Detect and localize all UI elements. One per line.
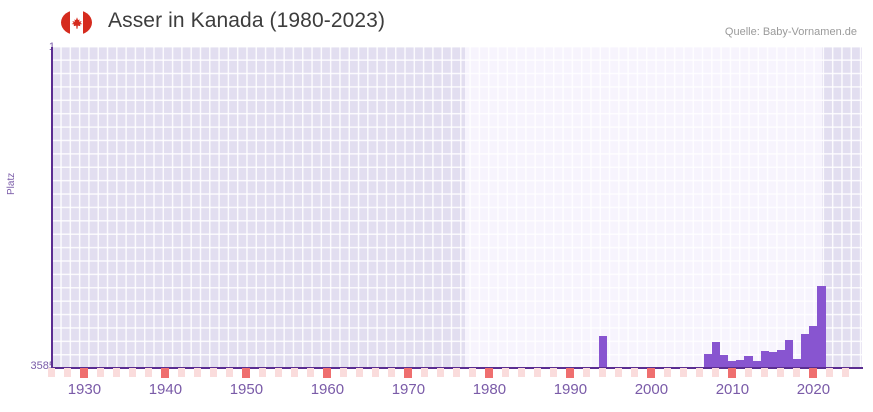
x-tick-minor-1968 [388, 368, 396, 377]
x-axis-label-2010: 2010 [715, 381, 750, 398]
x-tick-major-1980 [485, 368, 494, 378]
x-tick-minor-1996 [615, 368, 622, 377]
bar-2013[interactable] [752, 361, 761, 368]
flag-band-right [82, 10, 92, 35]
plot-area [52, 47, 862, 368]
x-tick-minor-1952 [258, 368, 266, 377]
bar-2021[interactable] [817, 286, 826, 368]
x-axis-label-2000: 2000 [634, 381, 669, 398]
bar-2015[interactable] [768, 352, 778, 368]
x-axis-label-1960: 1960 [310, 381, 345, 398]
page-title: Asser in Kanada (1980-2023) [108, 9, 386, 32]
x-axis-label-1950: 1950 [229, 381, 264, 398]
x-tick-minor-1936 [129, 368, 136, 377]
x-tick-minor-2014 [760, 368, 768, 377]
x-axis-label-1970: 1970 [391, 381, 426, 398]
x-tick-minor-1988 [550, 368, 558, 377]
canada-flag-icon [61, 10, 92, 35]
x-tick-minor-1974 [436, 368, 444, 377]
x-tick-minor-1926 [48, 368, 55, 377]
bar-2011[interactable] [736, 359, 745, 368]
x-tick-minor-1992 [582, 368, 590, 377]
x-tick-minor-1978 [469, 368, 477, 377]
x-tick-minor-1946 [210, 368, 217, 377]
x-tick-major-1950 [242, 368, 251, 378]
bar-2017[interactable] [784, 339, 794, 368]
x-tick-minor-2004 [679, 368, 687, 377]
x-tick-minor-2018 [793, 368, 801, 377]
x-tick-minor-1976 [453, 368, 460, 377]
bar-2008[interactable] [712, 341, 721, 368]
x-axis-label-1980: 1980 [472, 381, 507, 398]
y-axis-line [51, 47, 53, 369]
x-axis-label-2020: 2020 [796, 381, 831, 398]
bar-2016[interactable] [776, 349, 786, 368]
bar-2014[interactable] [760, 350, 769, 368]
x-tick-minor-1998 [631, 368, 639, 377]
x-tick-minor-1938 [145, 368, 153, 377]
x-tick-minor-2002 [663, 368, 671, 377]
bar-2009[interactable] [720, 355, 729, 368]
x-tick-minor-1932 [96, 368, 104, 377]
x-tick-minor-2016 [777, 368, 784, 377]
x-tick-minor-2006 [696, 368, 703, 377]
x-tick-minor-1934 [112, 368, 120, 377]
x-tick-major-1970 [404, 368, 413, 378]
x-tick-minor-1994 [598, 368, 606, 377]
bar-2019[interactable] [801, 333, 810, 368]
x-tick-minor-2024 [841, 368, 849, 377]
x-tick-minor-1982 [501, 368, 509, 377]
x-tick-minor-1954 [274, 368, 282, 377]
plot-gridlines [52, 47, 862, 368]
bar-1994[interactable] [598, 336, 607, 368]
x-tick-minor-2008 [712, 368, 720, 377]
x-axis-label-1990: 1990 [553, 381, 588, 398]
flag-band-left [61, 10, 71, 35]
x-tick-major-2020 [809, 368, 818, 378]
bar-2018[interactable] [793, 358, 802, 368]
x-tick-major-1990 [566, 368, 575, 378]
chart-header: Asser in Kanada (1980-2023) Quelle: Baby… [0, 0, 873, 44]
maple-leaf-icon [71, 16, 82, 29]
x-tick-minor-1958 [307, 368, 315, 377]
x-axis-label-1930: 1930 [67, 381, 102, 398]
x-tick-major-2000 [647, 368, 656, 378]
x-axis-label-1940: 1940 [148, 381, 183, 398]
x-tick-minor-1942 [177, 368, 185, 377]
x-tick-minor-1962 [339, 368, 347, 377]
bar-2020[interactable] [809, 326, 818, 368]
x-tick-minor-1972 [420, 368, 428, 377]
bar-2012[interactable] [744, 355, 753, 368]
x-tick-minor-1986 [534, 368, 541, 377]
x-tick-minor-2012 [744, 368, 752, 377]
y-axis-title-wrap: Platz [6, 173, 28, 206]
source-attribution: Quelle: Baby-Vornamen.de [724, 26, 857, 38]
x-tick-minor-1966 [372, 368, 379, 377]
x-tick-major-1960 [323, 368, 332, 378]
x-tick-minor-2022 [825, 368, 833, 377]
x-tick-minor-1928 [64, 368, 72, 377]
x-tick-major-1940 [161, 368, 170, 378]
x-tick-minor-1984 [517, 368, 525, 377]
bar-2010[interactable] [728, 361, 737, 368]
x-tick-minor-1944 [193, 368, 201, 377]
y-axis-title: Platz [6, 172, 17, 195]
bar-2007[interactable] [703, 354, 713, 368]
x-tick-minor-1948 [226, 368, 234, 377]
x-tick-major-1930 [80, 368, 89, 378]
x-tick-minor-1964 [355, 368, 363, 377]
x-tick-minor-1956 [291, 368, 298, 377]
x-tick-major-2010 [728, 368, 737, 378]
